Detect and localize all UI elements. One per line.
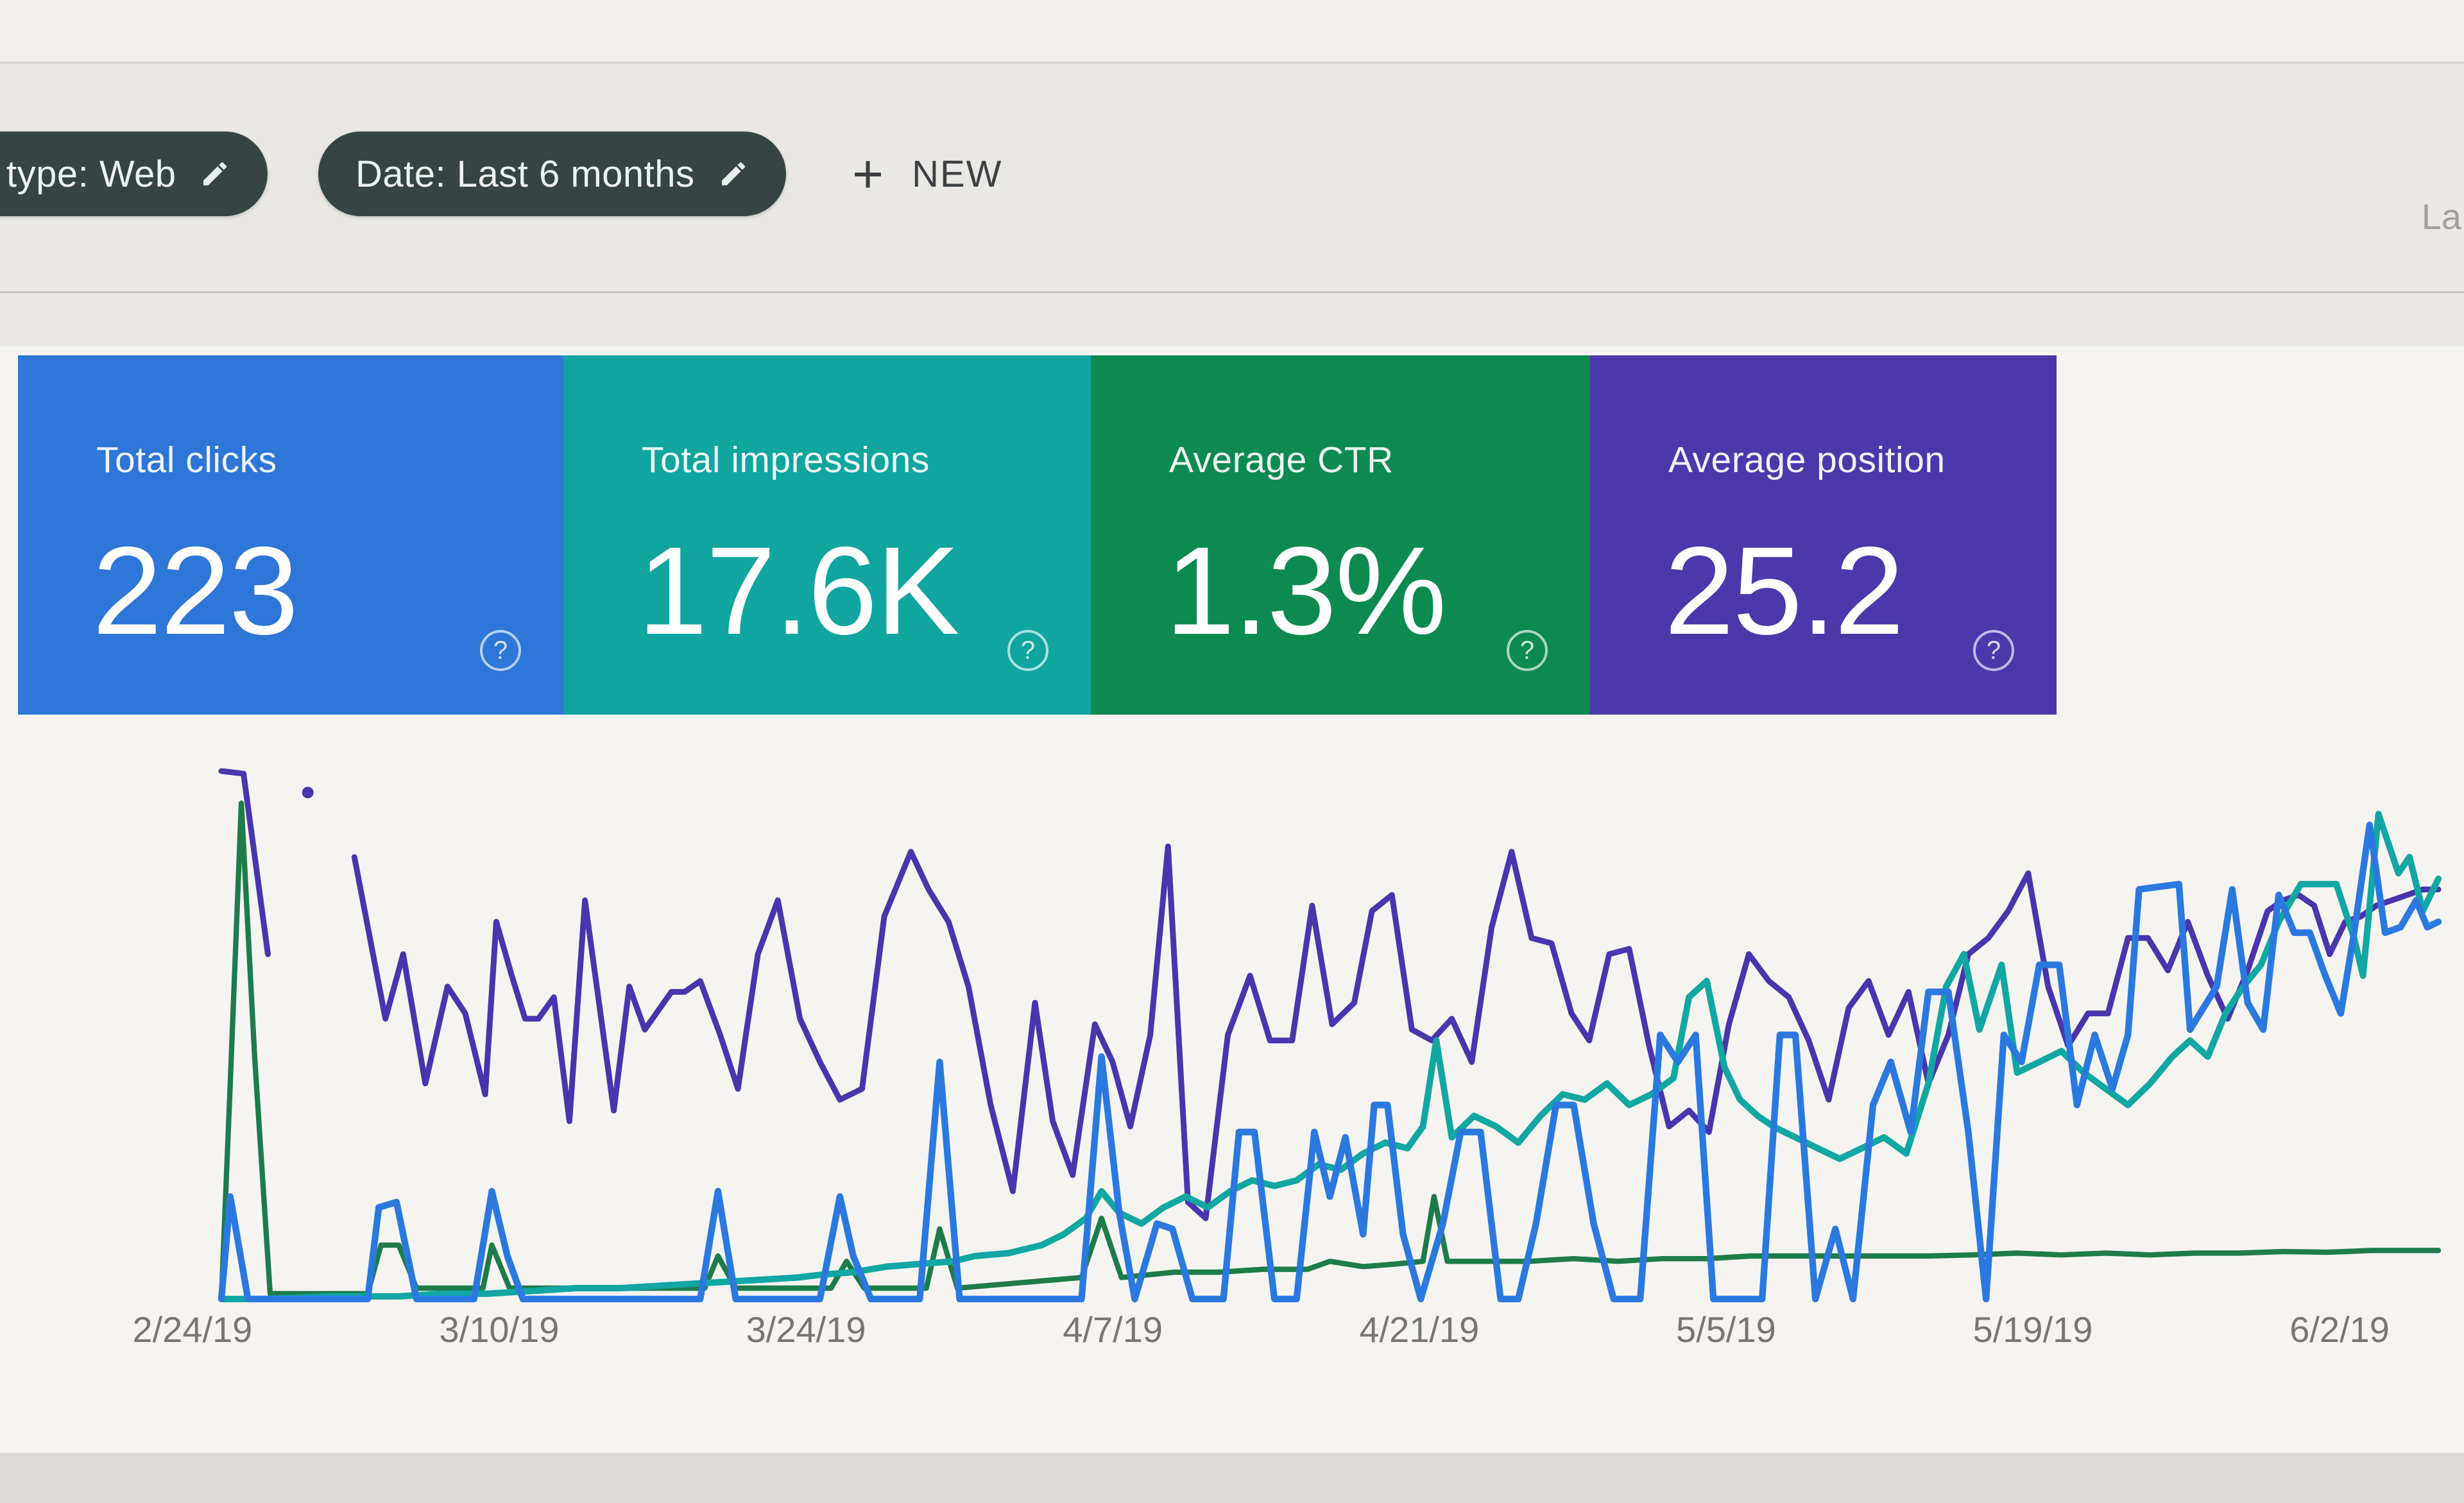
card-label: Average CTR [1169, 439, 1394, 480]
series-position-line [351, 843, 2442, 1221]
new-filter-button-label: NEW [912, 153, 1003, 195]
average-ctr-card[interactable]: Average CTR 1.3% ? [1091, 355, 1590, 715]
date-range-filter-label: Date: Last 6 months [355, 153, 695, 195]
summary-cards-row: Total clicks 223 ? Total impressions 17.… [18, 355, 2057, 715]
search-type-filter-chip[interactable]: type: Web [0, 132, 268, 216]
card-label: Total impressions [642, 439, 930, 480]
x-axis-label: 5/5/19 [1676, 1309, 1776, 1350]
x-axis-label: 6/2/19 [2289, 1309, 2390, 1350]
x-axis-label: 2/24/19 [132, 1309, 253, 1350]
card-value: 25.2 [1664, 521, 1904, 661]
x-axis-label: 4/7/19 [1063, 1309, 1163, 1350]
help-icon[interactable]: ? [1507, 630, 1548, 671]
date-range-filter-chip[interactable]: Date: Last 6 months [318, 132, 786, 216]
series-clicks-line [218, 821, 2442, 1303]
card-value: 1.3% [1165, 521, 1446, 661]
card-label: Total clicks [96, 439, 277, 480]
card-value: 17.6K [638, 521, 960, 661]
screen-top-edge [0, 0, 2464, 64]
new-filter-button[interactable]: + NEW [852, 132, 1002, 216]
chart-canvas [218, 768, 2442, 1303]
help-icon[interactable]: ? [480, 630, 521, 671]
performance-line-chart [218, 760, 2442, 1303]
help-icon-glyph: ? [1986, 636, 2001, 665]
help-icon-glyph: ? [1519, 636, 1535, 665]
series-impressions-line [218, 810, 2442, 1303]
help-icon[interactable]: ? [1007, 630, 1048, 671]
total-clicks-card[interactable]: Total clicks 223 ? [18, 355, 563, 715]
x-axis-label: 3/24/19 [746, 1309, 866, 1350]
cropped-text-top-right: La [2421, 196, 2461, 237]
x-axis-labels: 2/24/19 3/10/19 3/24/19 4/7/19 4/21/19 5/5/19… [0, 1309, 2464, 1360]
average-position-card[interactable]: Average position 25.2 ? [1590, 355, 2057, 715]
x-axis-label: 3/10/19 [439, 1309, 560, 1350]
total-impressions-card[interactable]: Total impressions 17.6K ? [563, 355, 1091, 715]
card-label: Average position [1668, 439, 1946, 480]
position-data-gap-dot [302, 786, 314, 799]
series-position-line [218, 768, 271, 957]
help-icon[interactable]: ? [1973, 630, 2014, 671]
performance-report-panel: Total clicks 223 ? Total impressions 17.… [0, 346, 2464, 1453]
x-axis-label: 4/21/19 [1359, 1309, 1480, 1350]
pencil-edit-icon[interactable] [200, 158, 230, 189]
pencil-edit-icon[interactable] [718, 158, 749, 189]
help-icon-glyph: ? [493, 636, 508, 665]
search-type-filter-label: type: Web [6, 153, 176, 195]
card-value: 223 [92, 521, 298, 661]
header-divider [0, 291, 2464, 293]
plus-icon: + [852, 144, 884, 204]
x-axis-label: 5/19/19 [1972, 1309, 2093, 1350]
filter-bar: type: Web Date: Last 6 months + NEW La [0, 64, 2464, 346]
help-icon-glyph: ? [1020, 636, 1036, 665]
window-bottom-edge [0, 1453, 2464, 1503]
series-ctr-line [218, 800, 2442, 1302]
